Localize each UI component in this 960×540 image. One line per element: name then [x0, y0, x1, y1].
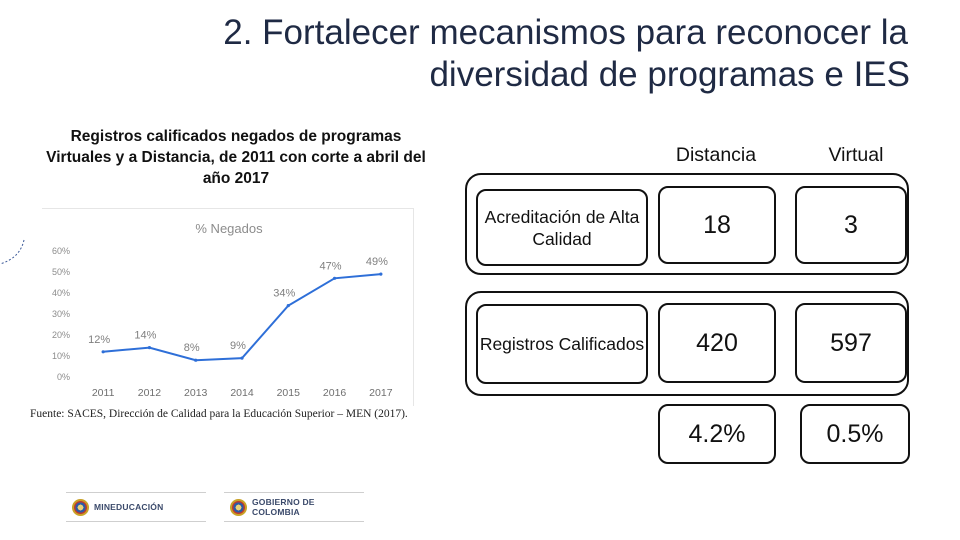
data-label: 12%	[88, 334, 110, 346]
chart-canvas: % Negados 0% 10% 20% 30% 40% 50% 60% 2011 2012 2…	[52, 221, 393, 399]
cell-pct-virtual: 0.5%	[800, 404, 910, 464]
chart-caption-line-3: año 2017	[202, 170, 270, 187]
y-tick-label: 0%	[57, 372, 70, 382]
data-label: 8%	[184, 342, 200, 354]
data-label: 34%	[273, 288, 295, 300]
mineducacion-logo: MINEDUCACIÓN	[66, 492, 206, 522]
x-tick-label: 2012	[138, 387, 162, 399]
cell-acreditacion-virtual: 3	[795, 186, 907, 264]
slide-title: 2. Fortalecer mecanismos para reconocer …	[100, 12, 910, 96]
column-header-distancia: Distancia	[675, 144, 757, 166]
chart-caption-line-2: Virtuales y a Distancia, de 2011 con cor…	[46, 149, 426, 166]
chart-title: % Negados	[195, 221, 263, 236]
data-label: 9%	[230, 340, 246, 352]
y-tick-label: 60%	[52, 246, 70, 256]
row-label-registros: Registros Calificados	[476, 304, 648, 384]
cell-registros-virtual: 597	[795, 303, 907, 383]
x-tick-label: 2013	[184, 387, 208, 399]
cell-acreditacion-distancia: 18	[658, 186, 776, 264]
cell-registros-distancia: 420	[658, 303, 776, 383]
data-point	[101, 350, 105, 354]
data-point	[379, 272, 383, 276]
data-label: 14%	[134, 330, 156, 342]
coat-of-arms-icon	[72, 499, 89, 516]
data-point	[194, 358, 198, 362]
title-line-2: diversidad de programas e IES	[429, 55, 910, 94]
y-tick-label: 50%	[52, 267, 70, 277]
y-tick-label: 40%	[52, 288, 70, 298]
coat-of-arms-icon	[230, 499, 247, 516]
y-tick-label: 10%	[52, 351, 70, 361]
column-header-virtual: Virtual	[828, 144, 884, 166]
data-label: 49%	[366, 256, 388, 268]
chart-caption: Registros calificados negados de program…	[8, 126, 464, 189]
x-tick-label: 2016	[323, 387, 347, 399]
gobierno-logo-text: GOBIERNO DE COLOMBIA	[252, 497, 315, 517]
x-tick-label: 2015	[277, 387, 301, 399]
data-point	[240, 356, 244, 360]
mineducacion-logo-text: MINEDUCACIÓN	[94, 502, 164, 512]
y-tick-label: 30%	[52, 309, 70, 319]
x-tick-label: 2014	[230, 387, 254, 399]
logo-strip: MINEDUCACIÓN GOBIERNO DE COLOMBIA	[66, 492, 366, 522]
decorative-curve	[0, 239, 25, 265]
data-point	[286, 304, 290, 308]
chart-caption-line-1: Registros calificados negados de program…	[70, 128, 402, 145]
data-label: 47%	[320, 260, 342, 272]
line-chart: % Negados 0% 10% 20% 30% 40% 50% 60% 2011 2012 2…	[42, 208, 414, 406]
y-tick-label: 20%	[52, 330, 70, 340]
cell-pct-distancia: 4.2%	[658, 404, 776, 464]
data-point	[147, 346, 152, 350]
data-point	[332, 276, 337, 280]
source-note: Fuente: SACES, Dirección de Calidad para…	[30, 408, 408, 420]
x-tick-label: 2011	[92, 387, 115, 399]
row-label-acreditacion: Acreditación de Alta Calidad	[476, 189, 648, 266]
x-tick-label: 2017	[369, 387, 393, 399]
title-line-1: 2. Fortalecer mecanismos para reconocer …	[223, 13, 908, 52]
gobierno-logo: GOBIERNO DE COLOMBIA	[224, 492, 364, 522]
